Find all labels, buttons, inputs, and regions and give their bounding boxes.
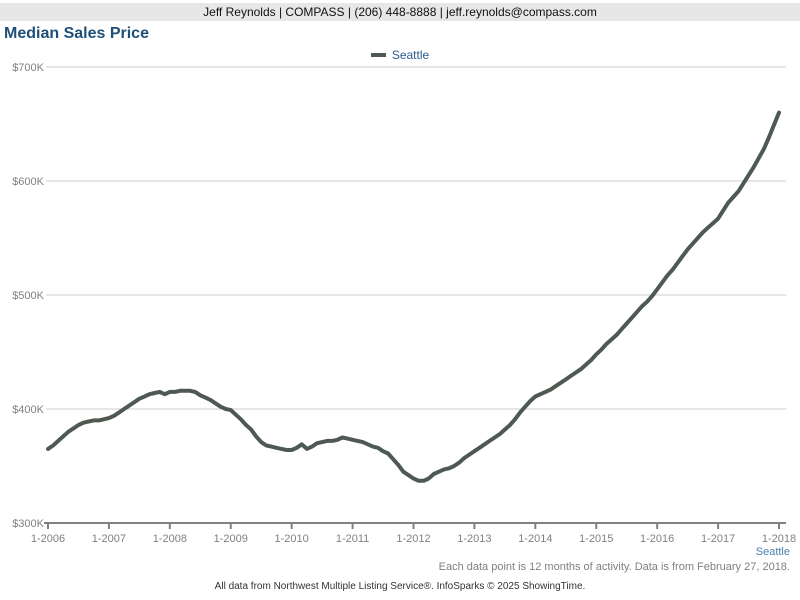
x-axis-label: 1-2017 (701, 533, 735, 545)
x-axis-label: 1-2006 (31, 533, 65, 545)
contact-text: Jeff Reynolds | COMPASS | (206) 448-8888… (203, 5, 597, 19)
x-axis-label: 1-2011 (336, 533, 369, 545)
x-axis-label: 1-2018 (762, 533, 796, 545)
legend-color-swatch (370, 53, 386, 57)
x-axis-label: 1-2016 (640, 533, 674, 545)
x-axis-label: 1-2010 (275, 533, 309, 545)
x-axis-label: 1-2012 (396, 533, 430, 545)
y-axis-label: $400K (12, 404, 44, 416)
contact-bar: Jeff Reynolds | COMPASS | (206) 448-8888… (0, 3, 800, 21)
y-axis-label: $500K (12, 290, 44, 302)
y-axis-label: $700K (12, 62, 44, 74)
seattle-price-line (46, 110, 781, 483)
data-note: Each data point is 12 months of activity… (438, 561, 790, 573)
y-axis-label: $300K (12, 518, 44, 530)
x-axis-label: 1-2008 (153, 533, 187, 545)
series-footnote-label: Seattle (755, 546, 790, 558)
y-axis-label: $600K (12, 176, 44, 188)
x-axis-label: 1-2009 (214, 533, 248, 545)
legend-label: Seattle (391, 48, 430, 62)
x-axis-label: 1-2014 (518, 533, 552, 545)
chart-legend: Seattle (0, 47, 800, 63)
x-axis-label: 1-2013 (457, 533, 491, 545)
attribution-note: All data from Northwest Multiple Listing… (214, 581, 586, 592)
x-axis-label: 1-2015 (579, 533, 613, 545)
page-title: Median Sales Price (4, 25, 149, 42)
x-axis-label: 1-2007 (92, 533, 126, 545)
